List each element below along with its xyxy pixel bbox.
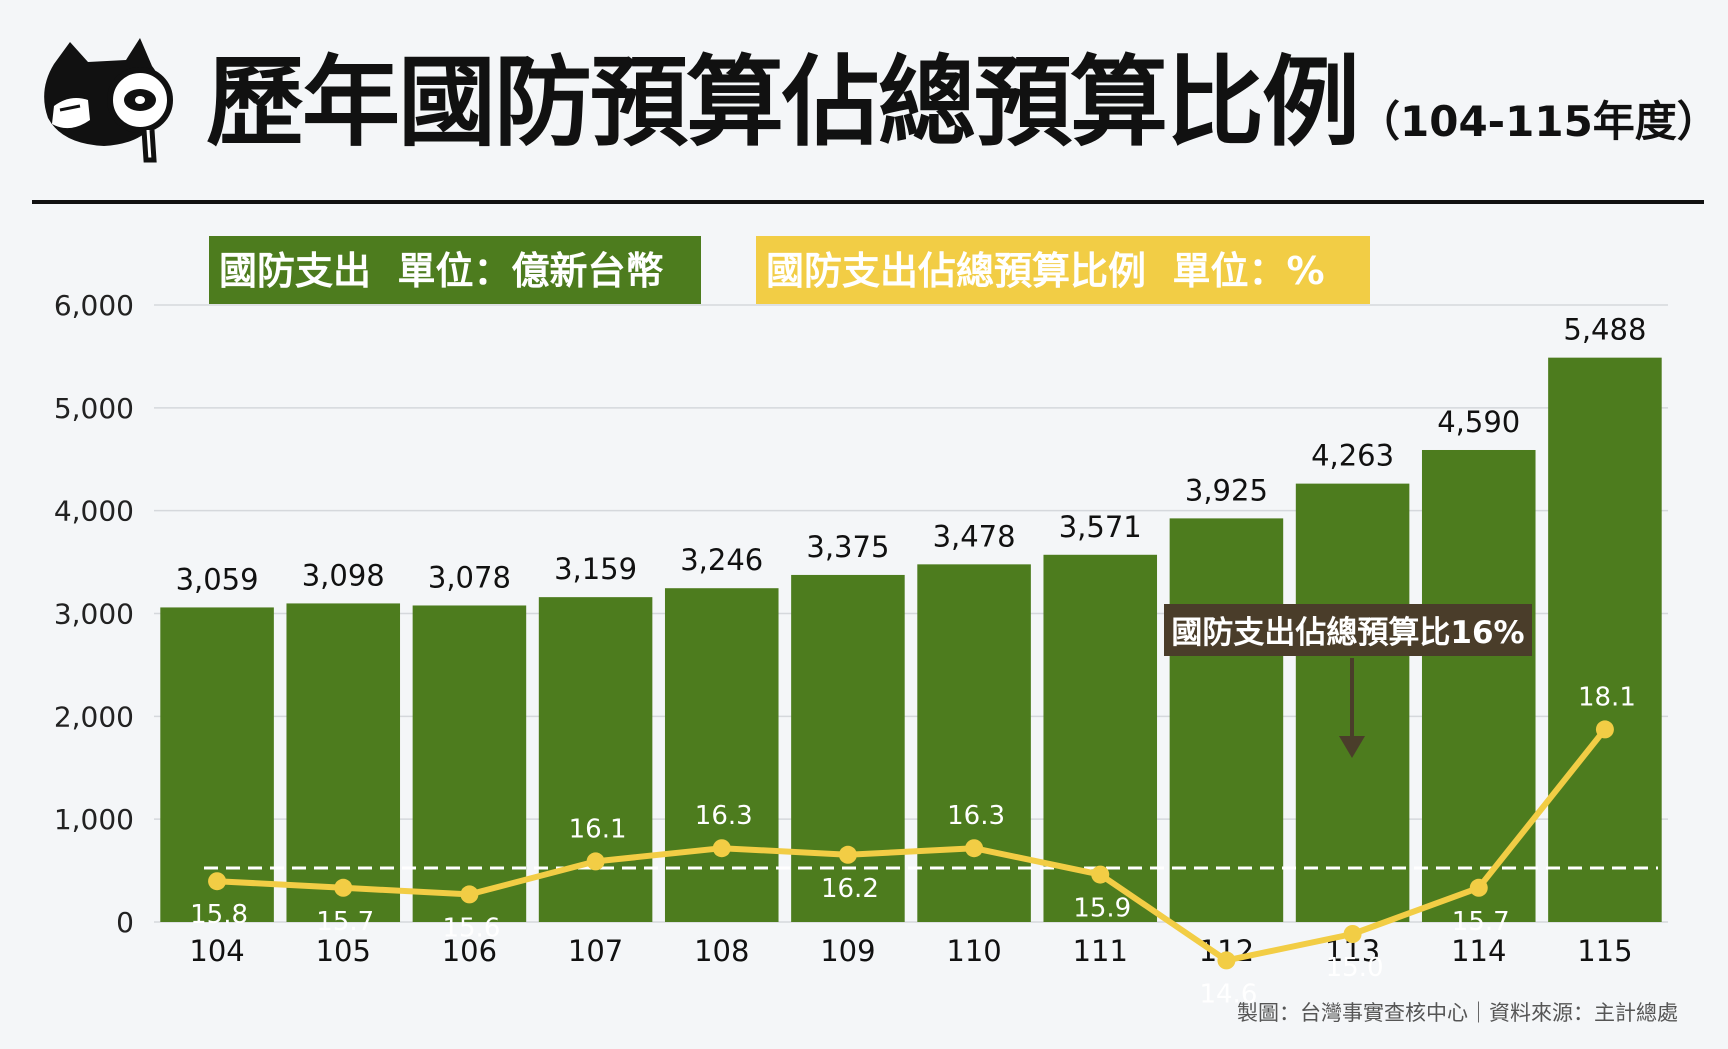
legend-line-box (756, 236, 1370, 304)
grid-lines (154, 304, 1668, 923)
annotation-arrow-head (1339, 736, 1365, 758)
title-period: （104-115年度） (1358, 97, 1719, 146)
series-line (216, 727, 1608, 964)
legend-bars: 國防支出 單位：億新台幣 (209, 236, 701, 304)
line-value-label: 16.3 (947, 801, 1005, 831)
line-value-label: 15.6 (442, 913, 500, 943)
line-point (712, 839, 731, 858)
x-tick-label: 108 (694, 934, 749, 968)
y-tick-label: 0 (116, 906, 134, 939)
bar (412, 605, 527, 922)
bar-value-label: 3,159 (554, 552, 637, 586)
x-tick-label: 114 (1451, 934, 1506, 968)
y-tick-label: 5,000 (54, 392, 134, 425)
line-value-label: 16.2 (821, 874, 879, 904)
line-value-label: 16.1 (569, 814, 627, 844)
line-point (1469, 878, 1488, 897)
header: 歷年國防預算佔總預算比例（104-115年度） (0, 0, 1728, 205)
y-tick-label: 6,000 (54, 289, 134, 322)
x-tick-label: 107 (568, 934, 623, 968)
line-point (586, 852, 605, 871)
annotation-box (1164, 604, 1532, 656)
line-point (1343, 925, 1362, 943)
line-value-label: 15.7 (316, 907, 374, 937)
bar-value-label: 3,571 (1059, 510, 1142, 544)
bar (1169, 518, 1284, 922)
bar-value-label: 3,059 (176, 562, 259, 596)
line-value-label: 15.9 (1073, 894, 1131, 924)
legend-line-label: 國防支出佔總預算比例 單位：% (766, 249, 1325, 293)
line-point (208, 872, 227, 891)
bar (286, 603, 401, 922)
bar-value-label: 3,375 (806, 530, 889, 564)
line-value-labels: 15.8 15.7 15.6 16.1 16.3 16.2 16.3 15.9 14.6 15.0… (190, 682, 1636, 1009)
legend-line: 國防支出佔總預算比例 單位：% (756, 236, 1370, 304)
bar-value-label: 4,590 (1437, 405, 1520, 439)
line-point (1217, 951, 1236, 970)
bar-value-label: 3,098 (302, 558, 385, 592)
x-tick-label: 115 (1577, 934, 1632, 968)
bar-value-label: 3,478 (933, 519, 1016, 553)
x-tick-label: 104 (189, 934, 244, 968)
bar-value-label: 4,263 (1311, 439, 1394, 473)
x-tick-label: 106 (442, 934, 497, 968)
line-value-label: 15.8 (190, 900, 248, 930)
bar-value-labels: 3,059 3,098 3,078 3,159 3,246 3,375 3,478 3,571… (176, 313, 1647, 597)
bar (664, 588, 779, 922)
line-point (334, 878, 353, 897)
x-tick-label: 111 (1073, 934, 1128, 968)
line-point (460, 885, 479, 904)
line-value-label: 16.3 (695, 801, 753, 831)
bar (1421, 449, 1536, 922)
bar-value-label: 3,246 (680, 543, 763, 577)
title-divider (32, 200, 1704, 204)
x-tick-label: 109 (820, 934, 875, 968)
y-tick-label: 2,000 (54, 700, 134, 733)
line-value-label: 14.6 (1199, 979, 1257, 1009)
line-point (838, 845, 857, 864)
bar-value-label: 3,078 (428, 560, 511, 594)
cat-magnifier-icon (44, 38, 173, 163)
x-axis-ticks: 104 105 106 107 108 109 110 111 112 113 114 115 (189, 934, 1632, 968)
bar (1043, 554, 1158, 922)
y-axis-ticks: 0 1,000 2,000 3,000 4,000 5,000 6,000 (54, 289, 134, 939)
credit-text: 製圖：台灣事實查核中心｜資料來源：主計總處 (1237, 1001, 1678, 1025)
y-tick-label: 3,000 (54, 598, 134, 631)
annotation-text: 國防支出佔總預算比16% (1171, 615, 1524, 651)
line-value-label: 15.0 (1326, 953, 1384, 983)
legend-bars-box (209, 236, 701, 304)
line-point (1595, 720, 1614, 739)
line-series (208, 720, 1614, 970)
y-tick-label: 1,000 (54, 803, 134, 836)
legend-bars-label: 國防支出 單位：億新台幣 (219, 249, 663, 293)
bar (791, 574, 905, 922)
bar (917, 564, 1031, 922)
annotation: 國防支出佔總預算比16% (1164, 604, 1532, 758)
line-value-label: 15.7 (1452, 907, 1510, 937)
x-tick-label: 105 (316, 934, 371, 968)
title-text: 歷年國防預算佔總預算比例 (206, 46, 1360, 160)
bar-value-label: 3,925 (1185, 473, 1268, 507)
bar (160, 607, 274, 922)
line-point (965, 839, 984, 858)
page-title: 歷年國防預算佔總預算比例（104-115年度） (206, 48, 1719, 177)
y-tick-label: 4,000 (54, 495, 134, 528)
line-point (1091, 865, 1110, 884)
line-value-label: 18.1 (1578, 682, 1636, 712)
bar-value-label: 5,488 (1563, 313, 1646, 347)
x-tick-label: 110 (946, 934, 1001, 968)
bar (1548, 357, 1662, 923)
